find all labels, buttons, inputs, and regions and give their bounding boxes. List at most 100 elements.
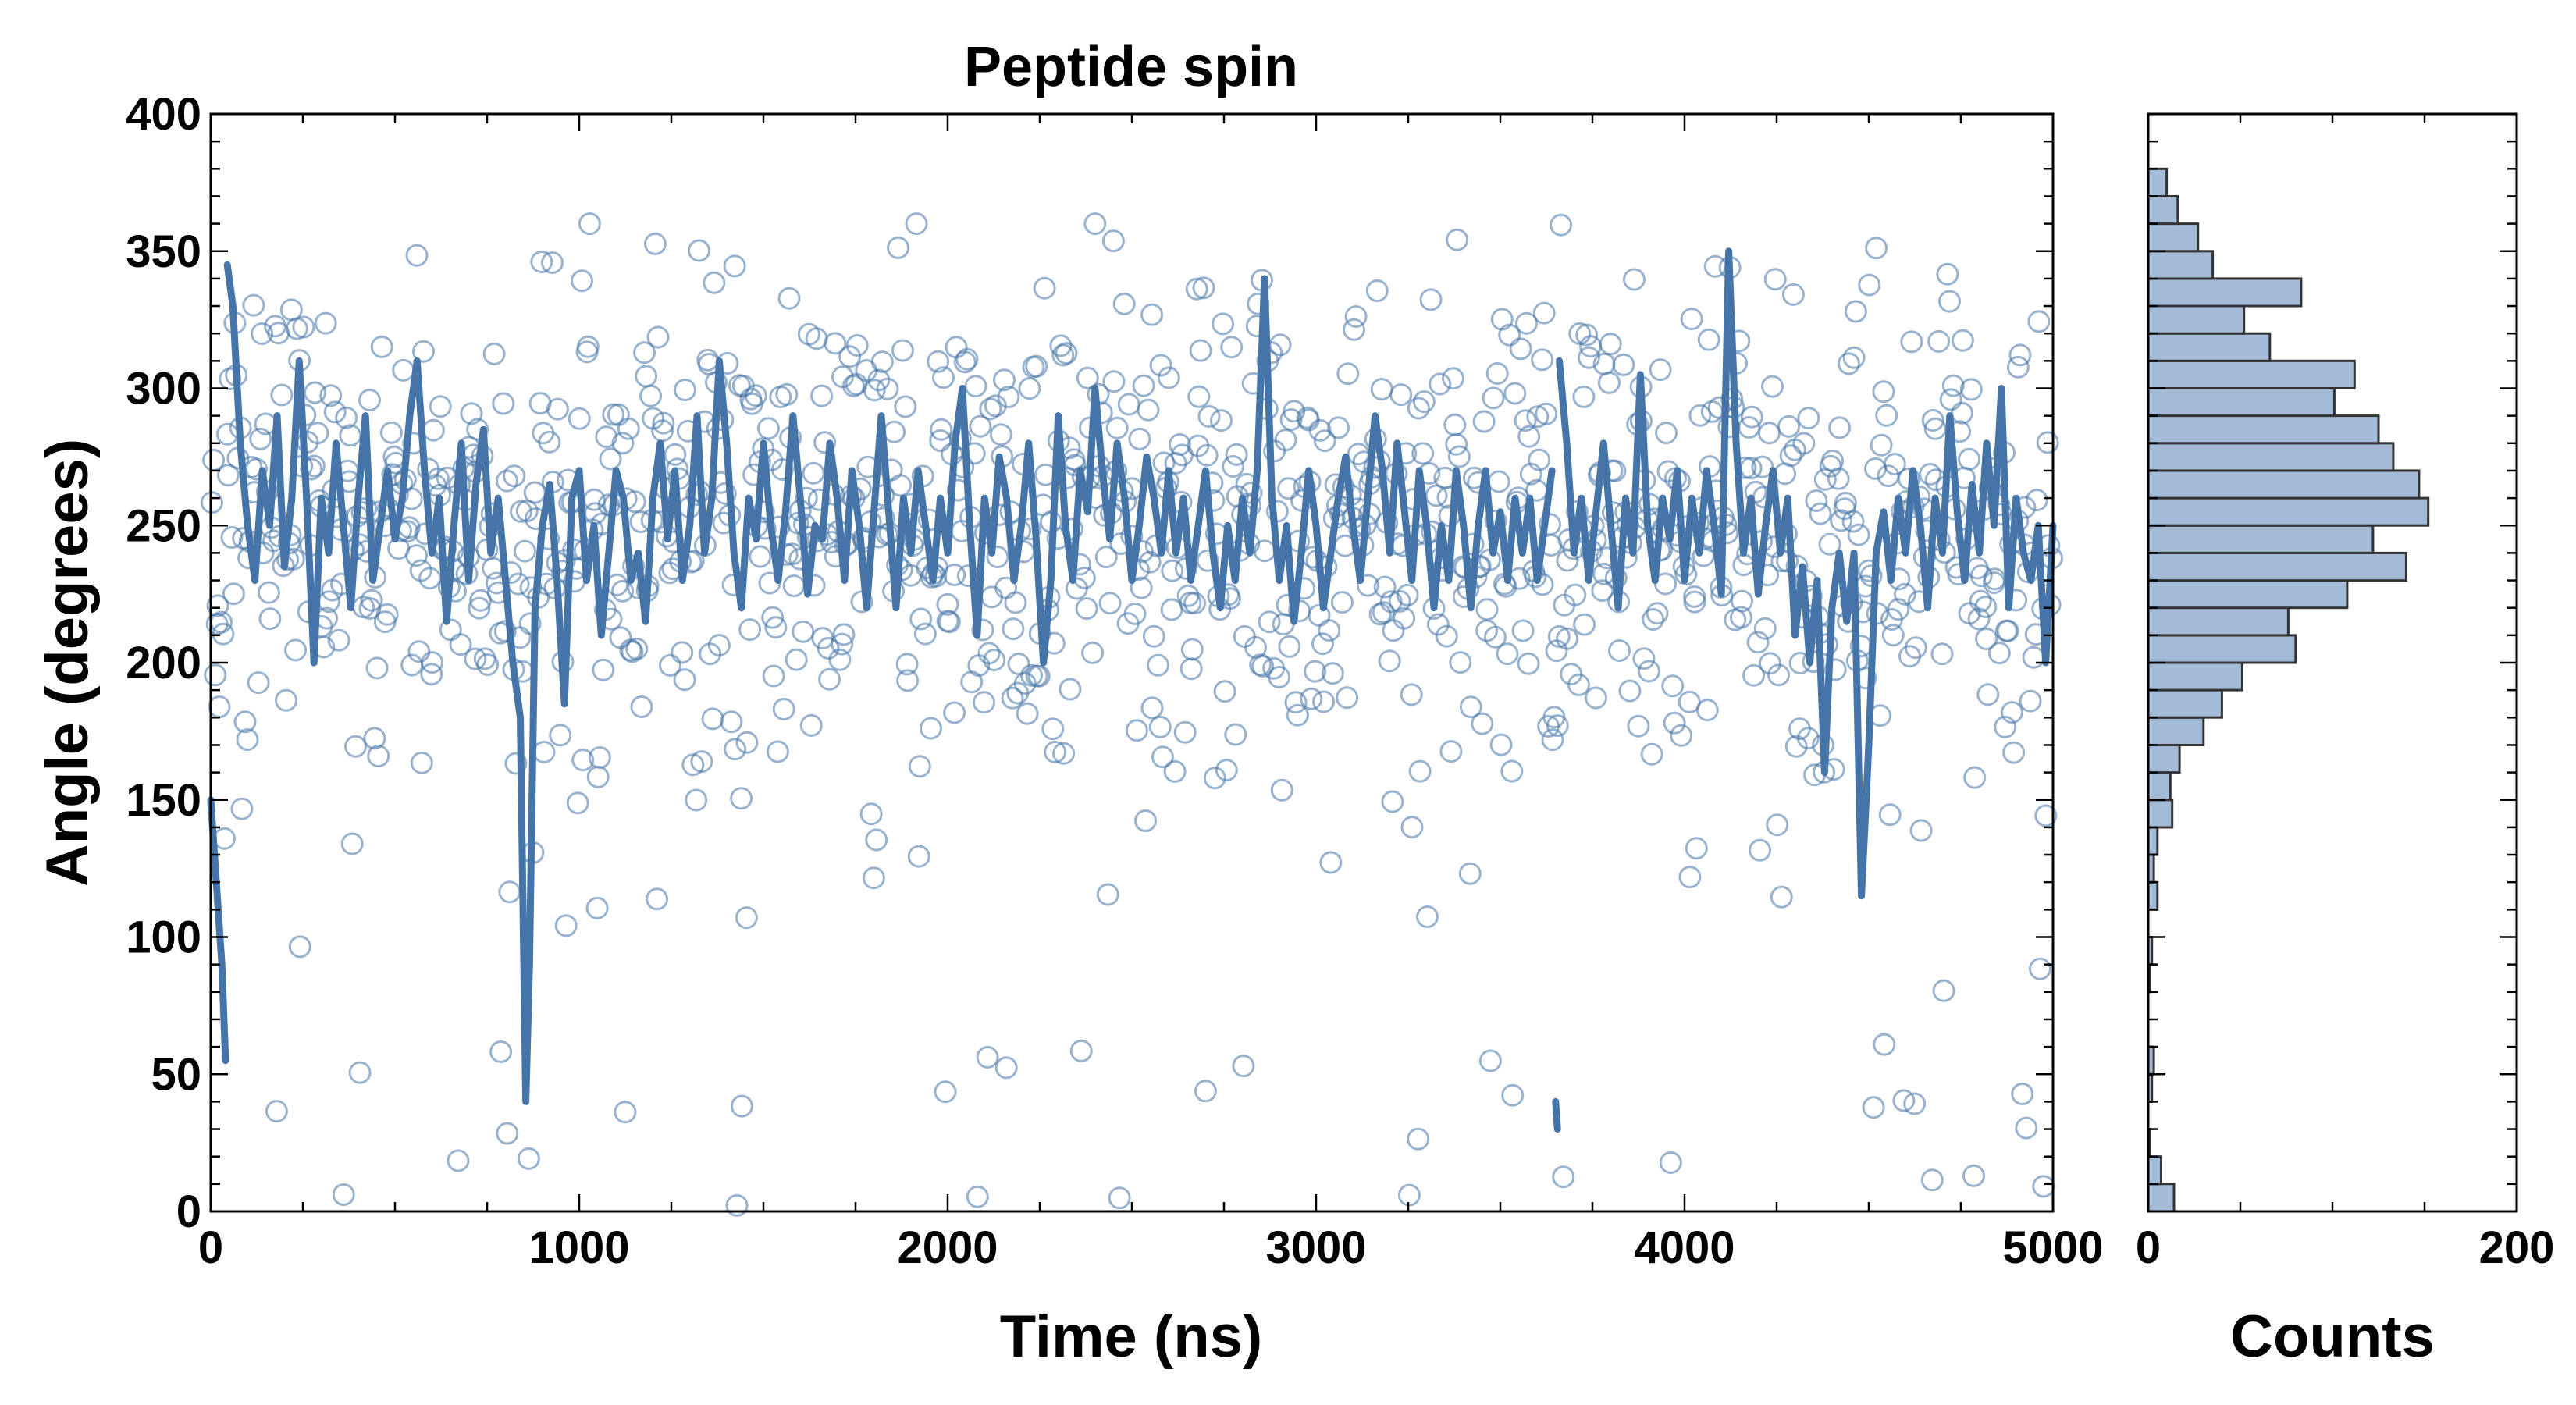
scatter-point	[1373, 575, 1397, 599]
scatter-point	[206, 594, 229, 617]
scatter-point	[867, 368, 891, 392]
scatter-point	[891, 339, 914, 362]
scatter-point	[1766, 813, 1789, 837]
scatter-point	[1489, 733, 1513, 756]
scatter-point	[1969, 564, 1993, 588]
scatter-point	[1134, 809, 1157, 832]
scatter-point	[1509, 337, 1532, 361]
scatter-point	[859, 802, 883, 826]
scatter-point	[1838, 352, 1860, 375]
scatter-point	[1069, 1039, 1093, 1062]
scatter-point	[1472, 410, 1496, 433]
scatter-point	[1183, 592, 1206, 615]
histogram-bar	[2147, 606, 2290, 637]
scatter-point	[1210, 409, 1233, 432]
scatter-point	[685, 483, 709, 507]
scatter-point	[496, 469, 518, 493]
scatter-point	[1818, 532, 1841, 556]
scatter-point	[447, 1149, 470, 1172]
scatter-point	[1411, 442, 1435, 465]
scatter-point	[1160, 598, 1183, 621]
scatter-point	[1447, 445, 1471, 468]
scatter-point	[756, 417, 780, 440]
scatter-point	[930, 418, 953, 441]
scatter-point	[503, 464, 526, 488]
histogram-bar	[2147, 332, 2272, 362]
main-plot-area: 0 1000 2000 3000 4000 5000 0 50 100 150 200 250 300…	[126, 89, 2103, 1273]
scatter-point	[1951, 329, 1974, 352]
y-tick-label: 250	[126, 500, 201, 551]
scatter-point	[1963, 766, 1987, 789]
scatter-point	[233, 710, 257, 734]
scatter-point	[1552, 1165, 1575, 1189]
scatter-point	[983, 649, 1006, 671]
scatter-point	[986, 546, 1009, 568]
scatter-point	[1572, 385, 1596, 408]
scatter-point	[870, 350, 894, 374]
histogram-bar	[2147, 661, 2243, 692]
scatter-point	[251, 322, 274, 345]
scatter-point	[1707, 396, 1731, 419]
scatter-point	[1101, 229, 1125, 253]
scatter-point	[1212, 312, 1235, 336]
scatter-point	[367, 745, 390, 768]
scatter-point	[2027, 310, 2051, 333]
scatter-point	[358, 389, 381, 411]
scatter-point	[1044, 741, 1067, 763]
scatter-point	[1365, 279, 1389, 302]
scatter-point	[2006, 355, 2030, 379]
scatter-point	[795, 486, 818, 510]
scatter-point	[314, 311, 337, 335]
y-tick-label: 400	[126, 89, 201, 140]
scatter-point	[292, 315, 315, 339]
scatter-point	[1098, 592, 1122, 615]
scatter-point	[602, 403, 625, 426]
scatter-point	[1429, 372, 1452, 396]
scatter-point	[1308, 418, 1332, 442]
scatter-point	[566, 791, 589, 815]
scatter-point	[335, 406, 358, 429]
scatter-point	[1336, 686, 1359, 710]
smoothed-line	[1552, 1097, 1561, 1133]
scatter-point	[1416, 905, 1439, 928]
scatter-point	[1680, 308, 1703, 331]
scatter-point	[1094, 546, 1118, 569]
smoothed-line	[207, 796, 229, 1065]
scatter-point	[1393, 606, 1416, 630]
scatter-point	[1858, 273, 1881, 297]
x-tick-label: 2000	[897, 1222, 998, 1273]
scatter-point	[997, 386, 1020, 408]
scatter-point	[1220, 336, 1244, 359]
scatter-point	[703, 271, 726, 294]
scatter-point	[412, 340, 435, 363]
scatter-point	[1105, 416, 1129, 439]
scatter-point	[1435, 624, 1458, 648]
scatter-point	[749, 545, 772, 568]
scatter-point	[249, 427, 272, 450]
scatter-point	[730, 787, 753, 810]
scatter-point	[976, 1046, 999, 1069]
scatter-point	[1445, 432, 1468, 456]
scatter-point	[1439, 740, 1463, 763]
smoothed-line	[223, 261, 1556, 1105]
scatter-point	[818, 667, 841, 691]
scatter-point	[1746, 631, 1770, 654]
scatter-point	[785, 648, 808, 671]
scatter-point	[204, 663, 227, 687]
scatter-point	[586, 765, 610, 788]
scatter-point	[1096, 883, 1119, 906]
scatter-point	[1203, 767, 1226, 790]
scatter-point	[1140, 303, 1164, 326]
smoothed-line	[1556, 247, 2057, 900]
scatter-point	[578, 212, 601, 236]
scatter-point	[1887, 598, 1910, 621]
scatter-point	[802, 461, 825, 485]
scatter-point	[810, 384, 834, 407]
scatter-point	[1841, 510, 1865, 533]
scatter-point	[422, 418, 445, 442]
scatter-point	[1567, 673, 1590, 696]
scatter-point	[845, 334, 869, 357]
scatter-point	[1278, 635, 1301, 658]
scatter-point	[724, 738, 747, 761]
scatter-point	[517, 1147, 540, 1170]
